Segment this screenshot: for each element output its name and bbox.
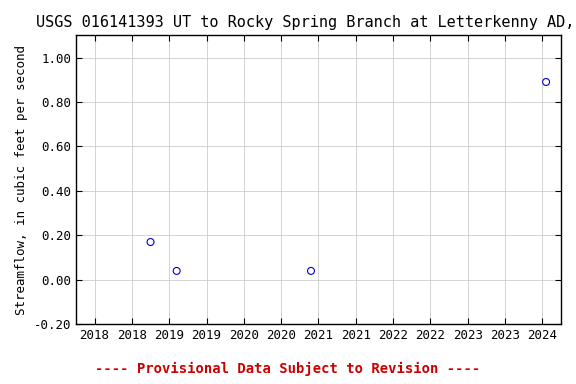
Point bbox=[146, 239, 155, 245]
Point bbox=[172, 268, 181, 274]
Point bbox=[306, 268, 316, 274]
Y-axis label: Streamflow, in cubic feet per second: Streamflow, in cubic feet per second bbox=[15, 45, 28, 315]
Title: USGS 016141393 UT to Rocky Spring Branch at Letterkenny AD, PA: USGS 016141393 UT to Rocky Spring Branch… bbox=[36, 15, 576, 30]
Text: ---- Provisional Data Subject to Revision ----: ---- Provisional Data Subject to Revisio… bbox=[96, 362, 480, 376]
Point bbox=[541, 79, 551, 85]
